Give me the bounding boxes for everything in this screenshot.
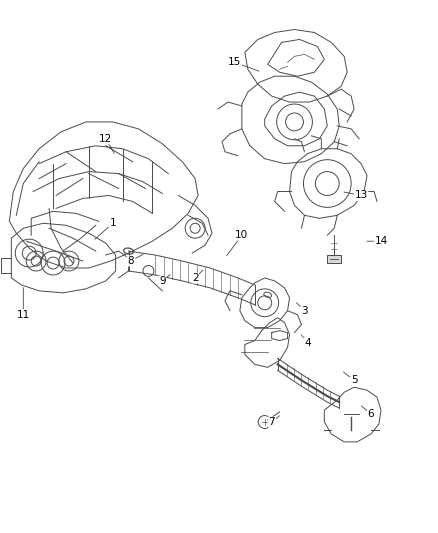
Text: 12: 12	[99, 134, 113, 144]
Text: 8: 8	[127, 256, 134, 266]
Text: 2: 2	[192, 273, 198, 283]
Text: 5: 5	[351, 375, 357, 385]
Text: 4: 4	[304, 337, 311, 348]
Text: 15: 15	[228, 58, 241, 67]
Text: 9: 9	[159, 276, 166, 286]
Circle shape	[143, 265, 154, 277]
Text: 3: 3	[301, 306, 308, 316]
Text: 6: 6	[368, 409, 374, 419]
Circle shape	[258, 416, 271, 429]
Text: 7: 7	[268, 417, 275, 427]
Text: 14: 14	[374, 236, 388, 246]
Text: 10: 10	[235, 230, 248, 240]
Text: 11: 11	[17, 310, 30, 320]
Text: 1: 1	[110, 219, 116, 228]
Text: 13: 13	[354, 190, 368, 200]
Polygon shape	[327, 255, 341, 263]
Ellipse shape	[264, 292, 272, 297]
